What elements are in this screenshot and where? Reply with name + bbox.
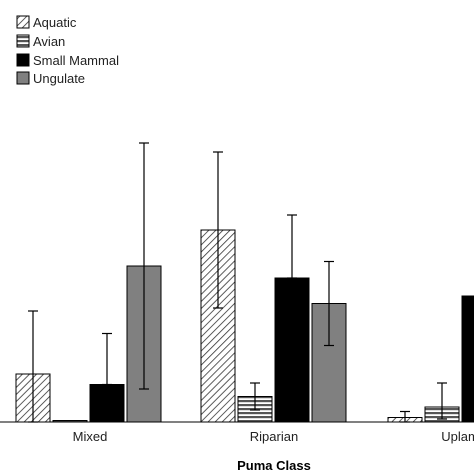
x-tick-label: Riparian [250,429,298,444]
x-tick-labels: Mixed Riparian Uplam [73,429,474,444]
legend-label-ungulate: Ungulate [33,71,85,86]
error-bars-layer [28,142,447,423]
legend: Aquatic Avian Small Mammal Ungulate [16,15,119,86]
x-tick-label: Uplam [441,429,474,444]
bar-small-mammal-uplam [461,295,474,423]
legend-label-avian: Avian [33,34,65,49]
bars-layer [15,229,474,423]
x-tick-label: Mixed [73,429,108,444]
legend-label-small-mammal: Small Mammal [33,53,119,68]
bar-small-mammal-riparian [274,277,310,423]
legend-swatch-ungulate [16,71,30,85]
legend-swatch-aquatic [16,15,30,29]
legend-label-aquatic: Aquatic [33,15,77,30]
legend-swatch-avian [16,34,30,48]
legend-swatch-small-mammal [16,53,30,67]
bar-small-mammal-mixed [89,384,125,423]
x-axis-title: Puma Class [237,458,311,473]
